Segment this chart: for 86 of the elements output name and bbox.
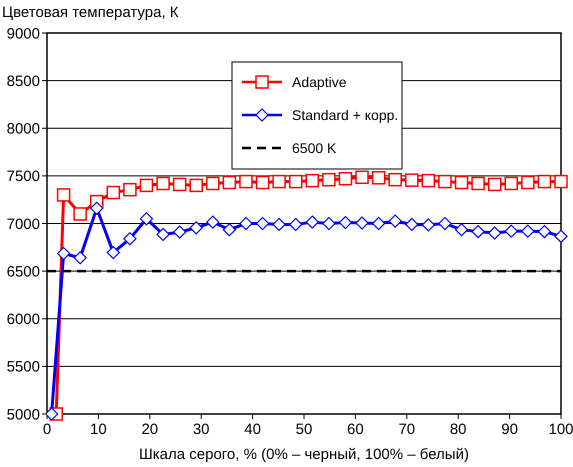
point: [74, 251, 87, 264]
x-tick-label: 40: [244, 421, 261, 438]
point: [106, 186, 120, 200]
point: [256, 216, 270, 230]
x-tick-label: 80: [450, 421, 467, 438]
x-tick-label: 100: [548, 421, 573, 438]
point: [422, 174, 436, 188]
x-tick-label: 10: [90, 421, 107, 438]
x-tick-label: 60: [347, 421, 364, 438]
legend-label: Adaptive: [292, 74, 347, 90]
x-tick-label: 90: [501, 421, 518, 438]
x-tick-label: 20: [141, 421, 158, 438]
point: [422, 218, 435, 232]
y-tick-label: 6000: [6, 311, 40, 328]
point: [189, 178, 203, 192]
point: [372, 171, 386, 185]
point: [190, 221, 203, 234]
point: [288, 174, 302, 188]
x-axis-title: Шкала серого, % (0% – черный, 100% – белый): [139, 446, 469, 463]
y-tick-label: 7500: [6, 168, 40, 186]
legend-label: Standard + корр.: [292, 106, 398, 123]
point: [405, 218, 418, 232]
point: [488, 226, 502, 240]
point: [140, 178, 154, 192]
point: [338, 216, 352, 230]
point: [322, 216, 336, 230]
point: [388, 172, 402, 186]
point: [405, 173, 419, 187]
point: [156, 228, 170, 242]
point: [454, 223, 468, 236]
y-tick-label: 7000: [6, 216, 40, 233]
chart-title: Цветовая температура, К: [2, 4, 179, 21]
x-tick-label: 50: [296, 421, 312, 438]
point: [355, 216, 369, 230]
point: [306, 174, 320, 188]
point: [73, 207, 87, 221]
point: [106, 246, 120, 260]
point: [173, 225, 186, 239]
point: [206, 215, 220, 229]
y-tick-label: 9000: [6, 25, 40, 42]
point: [272, 174, 286, 188]
point: [521, 224, 534, 238]
point: [471, 224, 485, 238]
point: [521, 176, 535, 190]
y-tick-label: 6500: [6, 263, 40, 280]
point: [322, 172, 336, 186]
point: [338, 172, 352, 186]
point: [90, 202, 104, 215]
point: [454, 176, 468, 190]
point: [123, 232, 137, 246]
point: [172, 178, 186, 192]
point: [239, 216, 253, 230]
point: [471, 176, 485, 190]
point: [140, 212, 154, 226]
point: [222, 176, 236, 190]
point: [56, 188, 70, 202]
point: [372, 216, 386, 230]
point: [256, 176, 270, 190]
point: [504, 224, 518, 238]
y-tick-label: 5500: [6, 358, 40, 376]
y-tick-label: 5000: [6, 406, 40, 424]
point: [388, 214, 402, 228]
y-tick-label: 8500: [6, 72, 40, 90]
point: [538, 224, 551, 238]
x-tick-label: 0: [42, 421, 52, 438]
point: [57, 246, 70, 260]
legend-label: 6500 K: [292, 140, 338, 156]
point: [538, 174, 552, 188]
point: [306, 215, 319, 229]
point: [554, 174, 568, 188]
point: [206, 176, 220, 190]
point: [289, 218, 302, 232]
point: [123, 182, 137, 196]
point: [355, 170, 369, 184]
point: [222, 223, 236, 236]
point: [504, 176, 518, 190]
point: [554, 230, 568, 243]
point: [438, 216, 452, 230]
x-tick-label: 30: [192, 421, 210, 438]
x-tick-label: 70: [398, 421, 416, 438]
y-tick-label: 8000: [6, 120, 40, 138]
point: [438, 174, 452, 188]
point: [156, 176, 170, 190]
point: [488, 178, 502, 192]
point: [239, 174, 253, 188]
point: [272, 218, 286, 232]
